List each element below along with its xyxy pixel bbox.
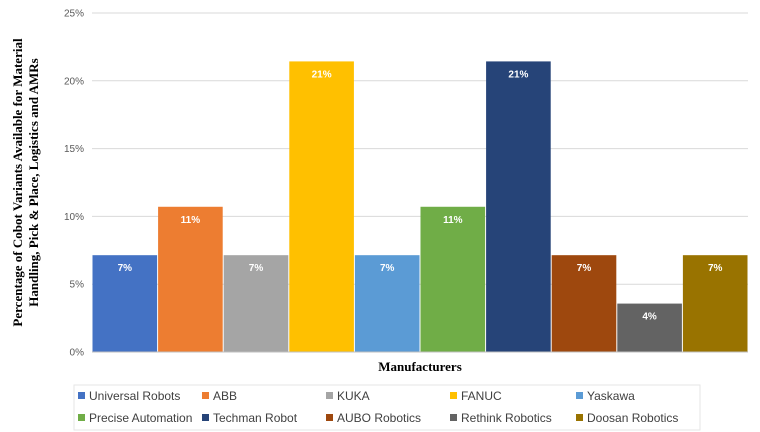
y-tick-label: 15% bbox=[64, 144, 84, 155]
data-label: 7% bbox=[380, 263, 395, 274]
legend: Universal Robots ABB KUKA FANUC Yaskawa Preci… bbox=[73, 384, 701, 431]
bar-aubo-robotics bbox=[551, 255, 617, 352]
y-tick-label: 10% bbox=[64, 212, 84, 223]
bar-fanuc bbox=[289, 61, 354, 352]
legend-swatch bbox=[202, 414, 209, 421]
legend-swatch bbox=[78, 392, 85, 399]
bar-precise-automation bbox=[420, 206, 486, 352]
data-label: 11% bbox=[443, 215, 463, 226]
y-axis-ticks: 0% 5% 10% 15% 20% 25% bbox=[64, 9, 84, 359]
legend-label: AUBO Robotics bbox=[337, 411, 421, 425]
y-tick-label: 25% bbox=[64, 9, 84, 20]
legend-label: Rethink Robotics bbox=[461, 411, 552, 425]
bar-rethink-robotics bbox=[617, 303, 682, 352]
legend-box bbox=[73, 384, 701, 431]
bars bbox=[92, 61, 748, 352]
legend-item: AUBO Robotics bbox=[326, 411, 421, 425]
data-label: 4% bbox=[642, 312, 657, 323]
bar-techman-robot bbox=[486, 61, 551, 352]
y-tick-label: 5% bbox=[70, 280, 85, 291]
data-label: 21% bbox=[508, 69, 528, 80]
legend-label: ABB bbox=[213, 389, 237, 403]
data-labels: 7% 11% 7% 21% 7% 11% 21% 7% 4% 7% bbox=[118, 69, 723, 322]
x-axis-title: Manufacturers bbox=[378, 359, 462, 374]
bar-yaskawa bbox=[354, 255, 420, 352]
legend-swatch bbox=[78, 414, 85, 421]
bar-kuka bbox=[223, 255, 289, 352]
y-axis-title: Percentage of Cobot Variants Available f… bbox=[10, 38, 41, 327]
legend-label: Yaskawa bbox=[587, 389, 635, 403]
legend-label: Precise Automation bbox=[89, 411, 192, 425]
legend-label: Doosan Robotics bbox=[587, 411, 678, 425]
data-label: 7% bbox=[708, 263, 723, 274]
bar-universal-robots bbox=[92, 255, 158, 352]
data-label: 7% bbox=[577, 263, 592, 274]
legend-item: FANUC bbox=[450, 389, 502, 403]
data-label: 11% bbox=[181, 215, 201, 226]
data-label: 7% bbox=[249, 263, 264, 274]
legend-swatch bbox=[202, 392, 209, 399]
legend-item: Rethink Robotics bbox=[450, 411, 552, 425]
bar-abb bbox=[158, 206, 223, 352]
legend-label: Techman Robot bbox=[213, 411, 298, 425]
legend-item: ABB bbox=[202, 389, 237, 403]
bar-doosan-robotics bbox=[682, 255, 748, 352]
legend-swatch bbox=[326, 414, 333, 421]
legend-swatch bbox=[450, 414, 457, 421]
y-tick-label: 20% bbox=[64, 76, 84, 87]
legend-label: FANUC bbox=[461, 389, 502, 403]
legend-swatch bbox=[576, 414, 583, 421]
y-tick-label: 0% bbox=[70, 348, 85, 359]
legend-swatch bbox=[450, 392, 457, 399]
legend-item: Precise Automation bbox=[78, 411, 192, 425]
legend-item: Techman Robot bbox=[202, 411, 298, 425]
legend-swatch bbox=[326, 392, 333, 399]
legend-label: Universal Robots bbox=[89, 389, 180, 403]
legend-item: Doosan Robotics bbox=[576, 411, 678, 425]
y-axis-title-line-1: Percentage of Cobot Variants Available f… bbox=[10, 38, 25, 327]
legend-label: KUKA bbox=[337, 389, 370, 403]
data-label: 7% bbox=[118, 263, 133, 274]
legend-item: Universal Robots bbox=[78, 389, 180, 403]
legend-swatch bbox=[576, 392, 583, 399]
y-axis-title-line-2: Handling, Pick & Place, Logistics and AM… bbox=[26, 58, 41, 306]
legend-item: KUKA bbox=[326, 389, 370, 403]
data-label: 21% bbox=[312, 69, 332, 80]
legend-item: Yaskawa bbox=[576, 389, 635, 403]
